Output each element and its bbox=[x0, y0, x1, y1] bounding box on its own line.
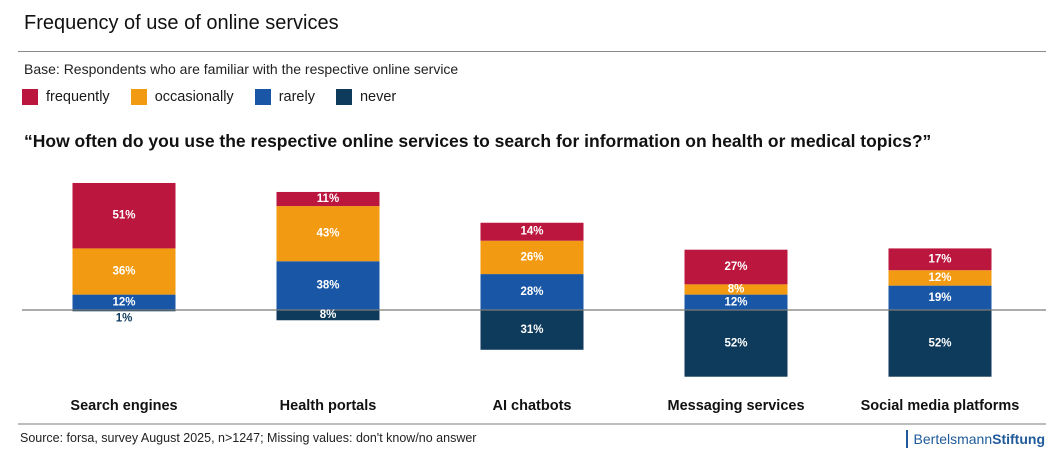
survey-question: “How often do you use the respective onl… bbox=[24, 131, 932, 151]
data-label-messaging-services-rarely: 12% bbox=[724, 296, 747, 308]
bar-messaging-services-occasionally bbox=[684, 284, 788, 295]
data-label-ai-chatbots-never: 31% bbox=[520, 324, 543, 336]
legend-label: never bbox=[359, 89, 397, 105]
legend-item-rarely: rarely bbox=[254, 89, 315, 105]
bar-health-portals-rarely bbox=[276, 261, 380, 310]
data-label-ai-chatbots-rarely: 28% bbox=[520, 286, 543, 298]
legend-item-frequently: frequently bbox=[22, 89, 110, 105]
data-label-health-portals-occasionally: 43% bbox=[316, 228, 339, 240]
legend-label: occasionally bbox=[154, 89, 234, 105]
bar-social-media-platforms-occasionally bbox=[888, 270, 992, 286]
legend-item-never: never bbox=[335, 89, 397, 105]
bar-health-portals-occasionally bbox=[276, 206, 380, 262]
data-label-health-portals-never: 8% bbox=[320, 309, 337, 321]
footer-divider bbox=[18, 423, 1046, 425]
bar-social-media-platforms-rarely bbox=[888, 285, 992, 310]
data-label-health-portals-rarely: 38% bbox=[316, 280, 339, 292]
category-label-messaging-services: Messaging services bbox=[667, 398, 805, 414]
legend-swatch-never bbox=[335, 89, 352, 105]
source-note: Source: forsa, survey August 2025, n>124… bbox=[20, 431, 477, 445]
data-label-search-engines-never: 1% bbox=[116, 312, 133, 324]
bar-health-portals-never bbox=[276, 310, 380, 321]
logo-text-1: Bertelsmann bbox=[913, 431, 993, 447]
legend: frequently occasionally rarely never bbox=[22, 89, 417, 105]
legend-item-occasionally: occasionally bbox=[130, 89, 234, 105]
data-label-social-media-platforms-frequently: 17% bbox=[928, 253, 951, 265]
bar-search-engines-frequently bbox=[72, 182, 176, 249]
data-label-ai-chatbots-frequently: 14% bbox=[520, 226, 543, 238]
logo-text-2: Stiftung bbox=[992, 431, 1045, 447]
legend-label: rarely bbox=[278, 89, 315, 105]
data-label-health-portals-frequently: 11% bbox=[317, 193, 339, 205]
data-label-search-engines-rarely: 12% bbox=[112, 296, 135, 308]
legend-label: frequently bbox=[46, 89, 110, 105]
legend-swatch-rarely bbox=[254, 89, 271, 105]
title-divider bbox=[18, 51, 1046, 52]
bar-ai-chatbots-never bbox=[480, 310, 584, 350]
bar-social-media-platforms-never bbox=[888, 310, 992, 377]
data-label-messaging-services-occasionally: 8% bbox=[728, 283, 745, 295]
data-label-social-media-platforms-never: 52% bbox=[928, 337, 951, 349]
bar-ai-chatbots-rarely bbox=[480, 274, 584, 310]
data-label-messaging-services-frequently: 27% bbox=[724, 261, 747, 273]
bar-messaging-services-never bbox=[684, 310, 788, 377]
data-label-search-engines-frequently: 51% bbox=[112, 210, 135, 222]
legend-swatch-occasionally bbox=[130, 89, 147, 105]
category-label-ai-chatbots: AI chatbots bbox=[492, 398, 572, 414]
legend-swatch-frequently bbox=[22, 89, 38, 105]
data-label-ai-chatbots-occasionally: 26% bbox=[520, 251, 543, 263]
data-label-social-media-platforms-rarely: 19% bbox=[928, 292, 951, 304]
data-label-social-media-platforms-occasionally: 12% bbox=[928, 272, 951, 284]
bar-search-engines-occasionally bbox=[72, 248, 176, 295]
bar-search-engines-rarely bbox=[72, 294, 176, 310]
bar-social-media-platforms-frequently bbox=[888, 248, 992, 271]
category-label-search-engines: Search engines bbox=[70, 398, 178, 414]
category-label-social-media-platforms: Social media platforms bbox=[860, 398, 1020, 414]
bar-messaging-services-frequently bbox=[684, 249, 788, 285]
base-note: Base: Respondents who are familiar with … bbox=[24, 61, 459, 77]
bertelsmann-stiftung-logo: BertelsmannStiftung bbox=[905, 430, 1045, 448]
category-label-health-portals: Health portals bbox=[279, 398, 377, 414]
data-label-search-engines-occasionally: 36% bbox=[112, 266, 135, 278]
stacked-bar-chart: 12%36%51%1%38%43%11%8%28%26%14%31%12%8%2… bbox=[22, 182, 1046, 377]
data-label-messaging-services-never: 52% bbox=[724, 337, 747, 349]
bar-ai-chatbots-frequently bbox=[480, 222, 584, 241]
bar-ai-chatbots-occasionally bbox=[480, 240, 584, 275]
chart-title: Frequency of use of online services bbox=[24, 12, 339, 34]
bar-health-portals-frequently bbox=[276, 191, 380, 207]
bar-messaging-services-rarely bbox=[684, 294, 788, 310]
